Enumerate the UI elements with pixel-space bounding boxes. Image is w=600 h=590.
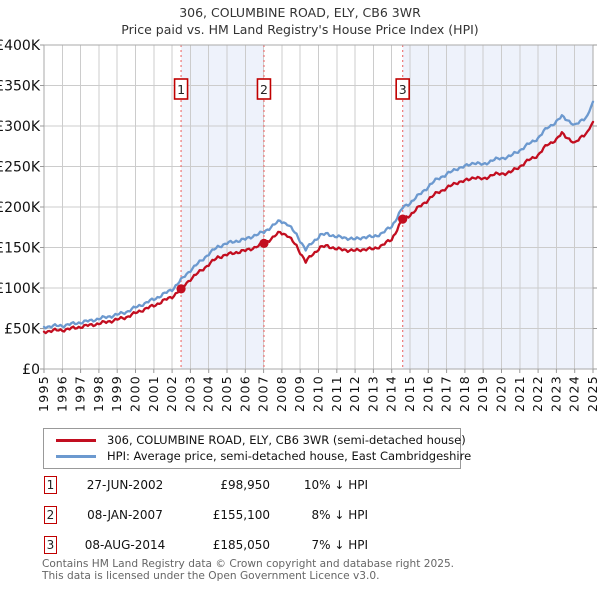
- x-axis-label: 2013: [365, 375, 380, 412]
- x-axis-label: 2010: [311, 375, 326, 412]
- x-axis-label: 2023: [548, 375, 563, 412]
- x-axis-label: 2005: [219, 375, 234, 412]
- legend-label-hpi: HPI: Average price, semi-detached house,…: [107, 449, 472, 463]
- sale-marker-3: 3: [44, 536, 57, 554]
- x-axis-label: 2017: [439, 375, 454, 412]
- transaction-table: 1 27-JUN-2002 £98,950 10% ↓ HPI 2 08-JAN…: [44, 470, 368, 560]
- x-axis-label: 2006: [237, 375, 252, 412]
- y-axis-label: £200K: [0, 200, 41, 216]
- x-axis-label: 2015: [402, 375, 417, 412]
- sale-marker-box-label: 1: [177, 82, 185, 97]
- x-axis-label: 1999: [109, 375, 124, 412]
- x-axis-label: 2011: [329, 375, 344, 412]
- sale-marker-2: 2: [44, 506, 57, 524]
- x-axis-label: 1995: [36, 375, 51, 412]
- sale-marker-box[interactable]: [173, 78, 189, 100]
- legend-label-property: 306, COLUMBINE ROAD, ELY, CB6 3WR (semi-…: [107, 433, 466, 447]
- page-title: 306, COLUMBINE ROAD, ELY, CB6 3WR: [179, 5, 421, 20]
- x-axis-label: 2004: [201, 375, 216, 412]
- sale-marker-box-label: 3: [399, 82, 407, 97]
- x-axis-label: 1998: [91, 375, 106, 412]
- price-chart: 1 2 3 £0 £50K £100K £150K £200K £250K £300K £350K £…: [0, 38, 600, 412]
- x-axis-label: 2002: [164, 375, 179, 412]
- property-line-swatch: [56, 438, 96, 442]
- x-axis-label: 2009: [292, 375, 307, 412]
- x-axis-label: 2003: [182, 375, 197, 412]
- y-axis-label: £50K: [4, 322, 41, 338]
- x-axis-label: 2001: [146, 375, 161, 412]
- x-axis-label: 2008: [274, 375, 289, 412]
- sale-marker-1: 1: [44, 476, 57, 494]
- y-axis-label: £400K: [0, 38, 41, 54]
- sale-date: 27-JUN-2002: [86, 478, 164, 492]
- x-axis-label: 2007: [256, 375, 271, 412]
- sale-point-dot[interactable]: [398, 214, 408, 224]
- y-axis-label: £100K: [0, 281, 41, 297]
- sale-marker-box-label: 2: [260, 82, 268, 97]
- property-price-line: [42, 120, 595, 335]
- legend-item-property: 306, COLUMBINE ROAD, ELY, CB6 3WR (semi-…: [44, 432, 466, 448]
- x-axis-label: 2025: [585, 375, 600, 412]
- y-axis-label: £250K: [0, 160, 41, 176]
- x-axis-label: 2000: [128, 375, 143, 412]
- x-axis-label: 2021: [512, 375, 527, 412]
- footer-line-2: This data is licensed under the Open Gov…: [42, 569, 380, 582]
- legend-item-hpi: HPI: Average price, semi-detached house,…: [44, 448, 471, 464]
- y-axis-label: £350K: [0, 79, 41, 95]
- table-row: 2 08-JAN-2007 £155,100 8% ↓ HPI: [44, 500, 368, 530]
- sale-price: £155,100: [212, 508, 270, 522]
- sale-marker-box[interactable]: [256, 78, 272, 100]
- x-axis-label: 2018: [457, 375, 472, 412]
- sale-price: £185,050: [212, 538, 270, 552]
- sale-point-dot[interactable]: [259, 238, 269, 248]
- sale-vs-hpi: 10% ↓ HPI: [303, 478, 368, 492]
- x-axis-label: 2024: [567, 375, 582, 412]
- sale-point-dot[interactable]: [176, 284, 186, 294]
- page-subtitle: Price paid vs. HM Land Registry's House …: [121, 22, 479, 37]
- x-axis-label: 2016: [420, 375, 435, 412]
- license-footer: Contains HM Land Registry data © Crown c…: [42, 558, 455, 582]
- sale-marker-box[interactable]: [395, 78, 410, 100]
- y-axis-label: £150K: [0, 241, 41, 257]
- x-axis-label: 2014: [384, 375, 399, 412]
- y-axis-label: £300K: [0, 119, 41, 135]
- x-axis-label: 1996: [54, 375, 69, 412]
- hpi-line-swatch: [56, 454, 96, 458]
- sale-vs-hpi: 8% ↓ HPI: [311, 508, 368, 522]
- table-row: 3 08-AUG-2014 £185,050 7% ↓ HPI: [44, 530, 368, 560]
- sale-date: 08-JAN-2007: [87, 508, 163, 522]
- y-axis-label: £0: [22, 362, 40, 378]
- sale-price: £98,950: [220, 478, 270, 492]
- footer-line-1: Contains HM Land Registry data © Crown c…: [42, 558, 455, 570]
- sale-vs-hpi: 7% ↓ HPI: [311, 538, 368, 552]
- chart-legend: 306, COLUMBINE ROAD, ELY, CB6 3WR (semi-…: [43, 428, 471, 469]
- x-axis-label: 2019: [475, 375, 490, 412]
- sale-date: 08-AUG-2014: [84, 538, 166, 552]
- table-row: 1 27-JUN-2002 £98,950 10% ↓ HPI: [44, 470, 368, 500]
- hpi-line: [42, 100, 595, 330]
- x-axis-label: 2022: [530, 375, 545, 412]
- x-axis-label: 1997: [73, 375, 88, 412]
- x-axis-label: 2020: [494, 375, 509, 412]
- x-axis-label: 2012: [347, 375, 362, 412]
